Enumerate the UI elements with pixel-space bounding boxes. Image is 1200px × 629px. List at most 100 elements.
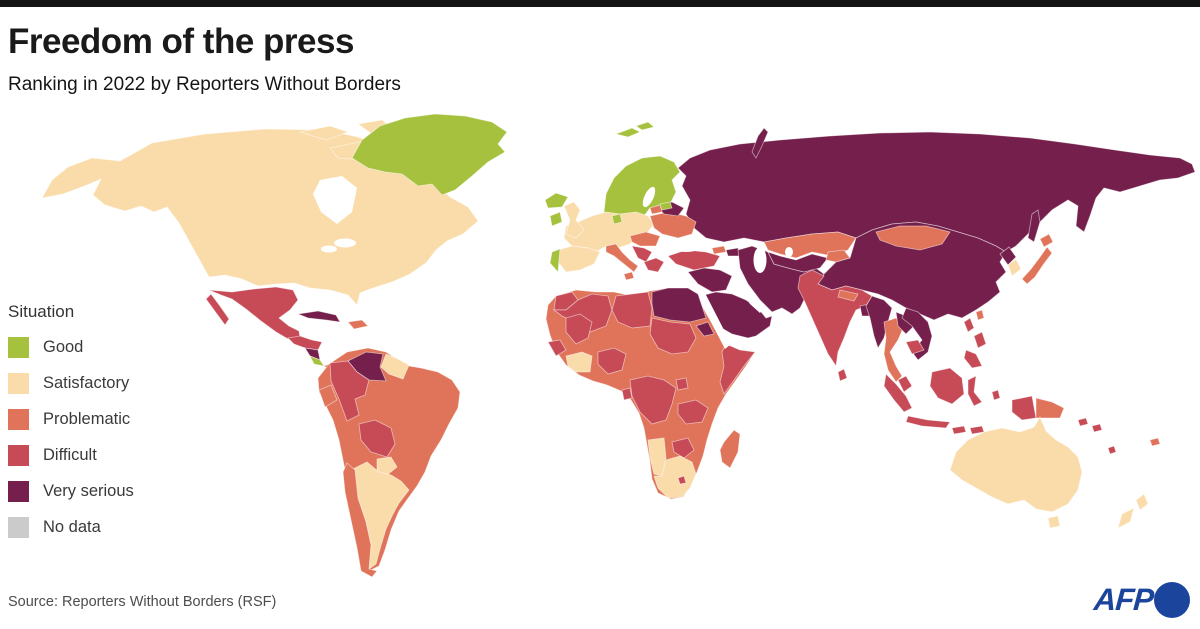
page-subtitle: Ranking in 2022 by Reporters Without Bor… [8,74,401,95]
region-guatemala-honduras [287,335,323,351]
region-bolivia [358,419,396,458]
region-drc [629,375,677,425]
region-south-korea [1007,258,1022,277]
region-indonesia-sulawesi [967,375,983,407]
region-greece [643,257,665,273]
region-italy-sicily [623,271,635,281]
legend-swatch-problematic [8,409,29,430]
region-uganda [675,377,689,391]
region-guyanas [380,353,410,380]
region-portugal [549,248,561,273]
legend-item-problematic: Problematic [8,409,134,430]
region-syria-iraq [687,267,733,293]
region-zimbabwe [671,437,695,459]
region-svalbard [614,127,641,138]
region-cambodia [905,339,925,355]
region-mexico [208,286,301,340]
red-sea [699,293,731,349]
black-sea [670,238,702,252]
region-chile [342,462,378,578]
afp-logo: AFP [1093,582,1190,618]
region-paraguay [376,456,398,476]
region-sri-lanka [837,368,848,382]
great-lakes [321,245,337,253]
legend-label: No data [43,518,101,536]
region-svalbard [635,121,655,131]
legend-swatch-very_serious [8,481,29,502]
region-china [817,221,1007,321]
region-nepal [837,289,859,302]
legend-swatch-difficult [8,445,29,466]
legend-swatch-satisfactory [8,373,29,394]
legend-label: Difficult [43,446,97,464]
top-bar [0,0,1200,7]
region-mongolia [875,225,951,251]
region-malaysia [897,375,913,393]
legend-label: Good [43,338,84,356]
region-greenland [351,113,508,196]
region-ecuador [318,384,338,408]
region-mali [565,313,593,345]
region-solomon-islands [1091,423,1103,433]
hudson-bay [313,176,357,224]
region-georgia [711,245,727,255]
legend-label: Problematic [43,410,131,428]
region-new-caledonia [1149,437,1161,447]
region-fiji [1107,445,1117,455]
region-indonesia-west-new-guinea [1011,395,1037,421]
region-ghana-ivory-coast [565,351,593,373]
region-australia [949,416,1083,513]
region-gabon [621,387,633,401]
region-japan [1039,233,1054,248]
region-vietnam [901,307,933,361]
region-colombia [329,360,370,422]
page-title: Freedom of the press [8,22,354,61]
legend-label: Satisfactory [43,374,130,392]
region-somalia [719,343,756,395]
region-denmark [611,213,623,225]
region-libya [611,291,653,329]
great-lakes [334,238,356,248]
region-eritrea [695,321,715,337]
region-indonesia-sumatra [883,373,913,413]
region-iberia [557,245,601,273]
region-novaya-zemlya [751,127,769,159]
region-south-africa [653,455,697,499]
caspian-sea [753,247,767,273]
region-arctic-islands [299,125,350,141]
region-russia [677,131,1196,253]
legend-heading: Situation [8,302,75,321]
region-tanzania [677,399,709,425]
region-madagascar [719,429,741,469]
region-indonesia-lesser-sunda [951,425,967,435]
persian-gulf [746,296,764,313]
legend-rows: Good Satisfactory Problematic Difficult Very… [8,337,134,538]
region-cuba [296,310,341,323]
region-myanmar [865,295,893,349]
legend: Situation Good Satisfactory Problematic Dif… [8,302,134,553]
region-australia-tasmania [1047,515,1061,529]
region-italy [605,243,639,273]
region-balkans [631,245,653,263]
legend-item-no_data: No data [8,517,134,538]
region-lesotho [677,475,687,485]
region-solomon-islands [1077,417,1089,427]
source-note: Source: Reporters Without Borders (RSF) [8,594,277,610]
region-turkey [667,249,721,271]
region-new-zealand [1117,507,1135,529]
region-estonia [659,201,673,211]
region-japan [1021,246,1053,285]
region-hungary-romania [629,231,661,247]
region-egypt [651,287,707,323]
region-philippines [963,349,983,369]
region-indonesia-maluku [991,389,1001,401]
region-baltic-states [649,204,663,215]
region-sakhalin [1027,209,1041,243]
legend-item-difficult: Difficult [8,445,134,466]
region-north-korea [999,246,1017,266]
gulf-of-bothnia [642,186,656,208]
region-mexico-baja [205,293,230,326]
region-sudan [649,317,697,355]
